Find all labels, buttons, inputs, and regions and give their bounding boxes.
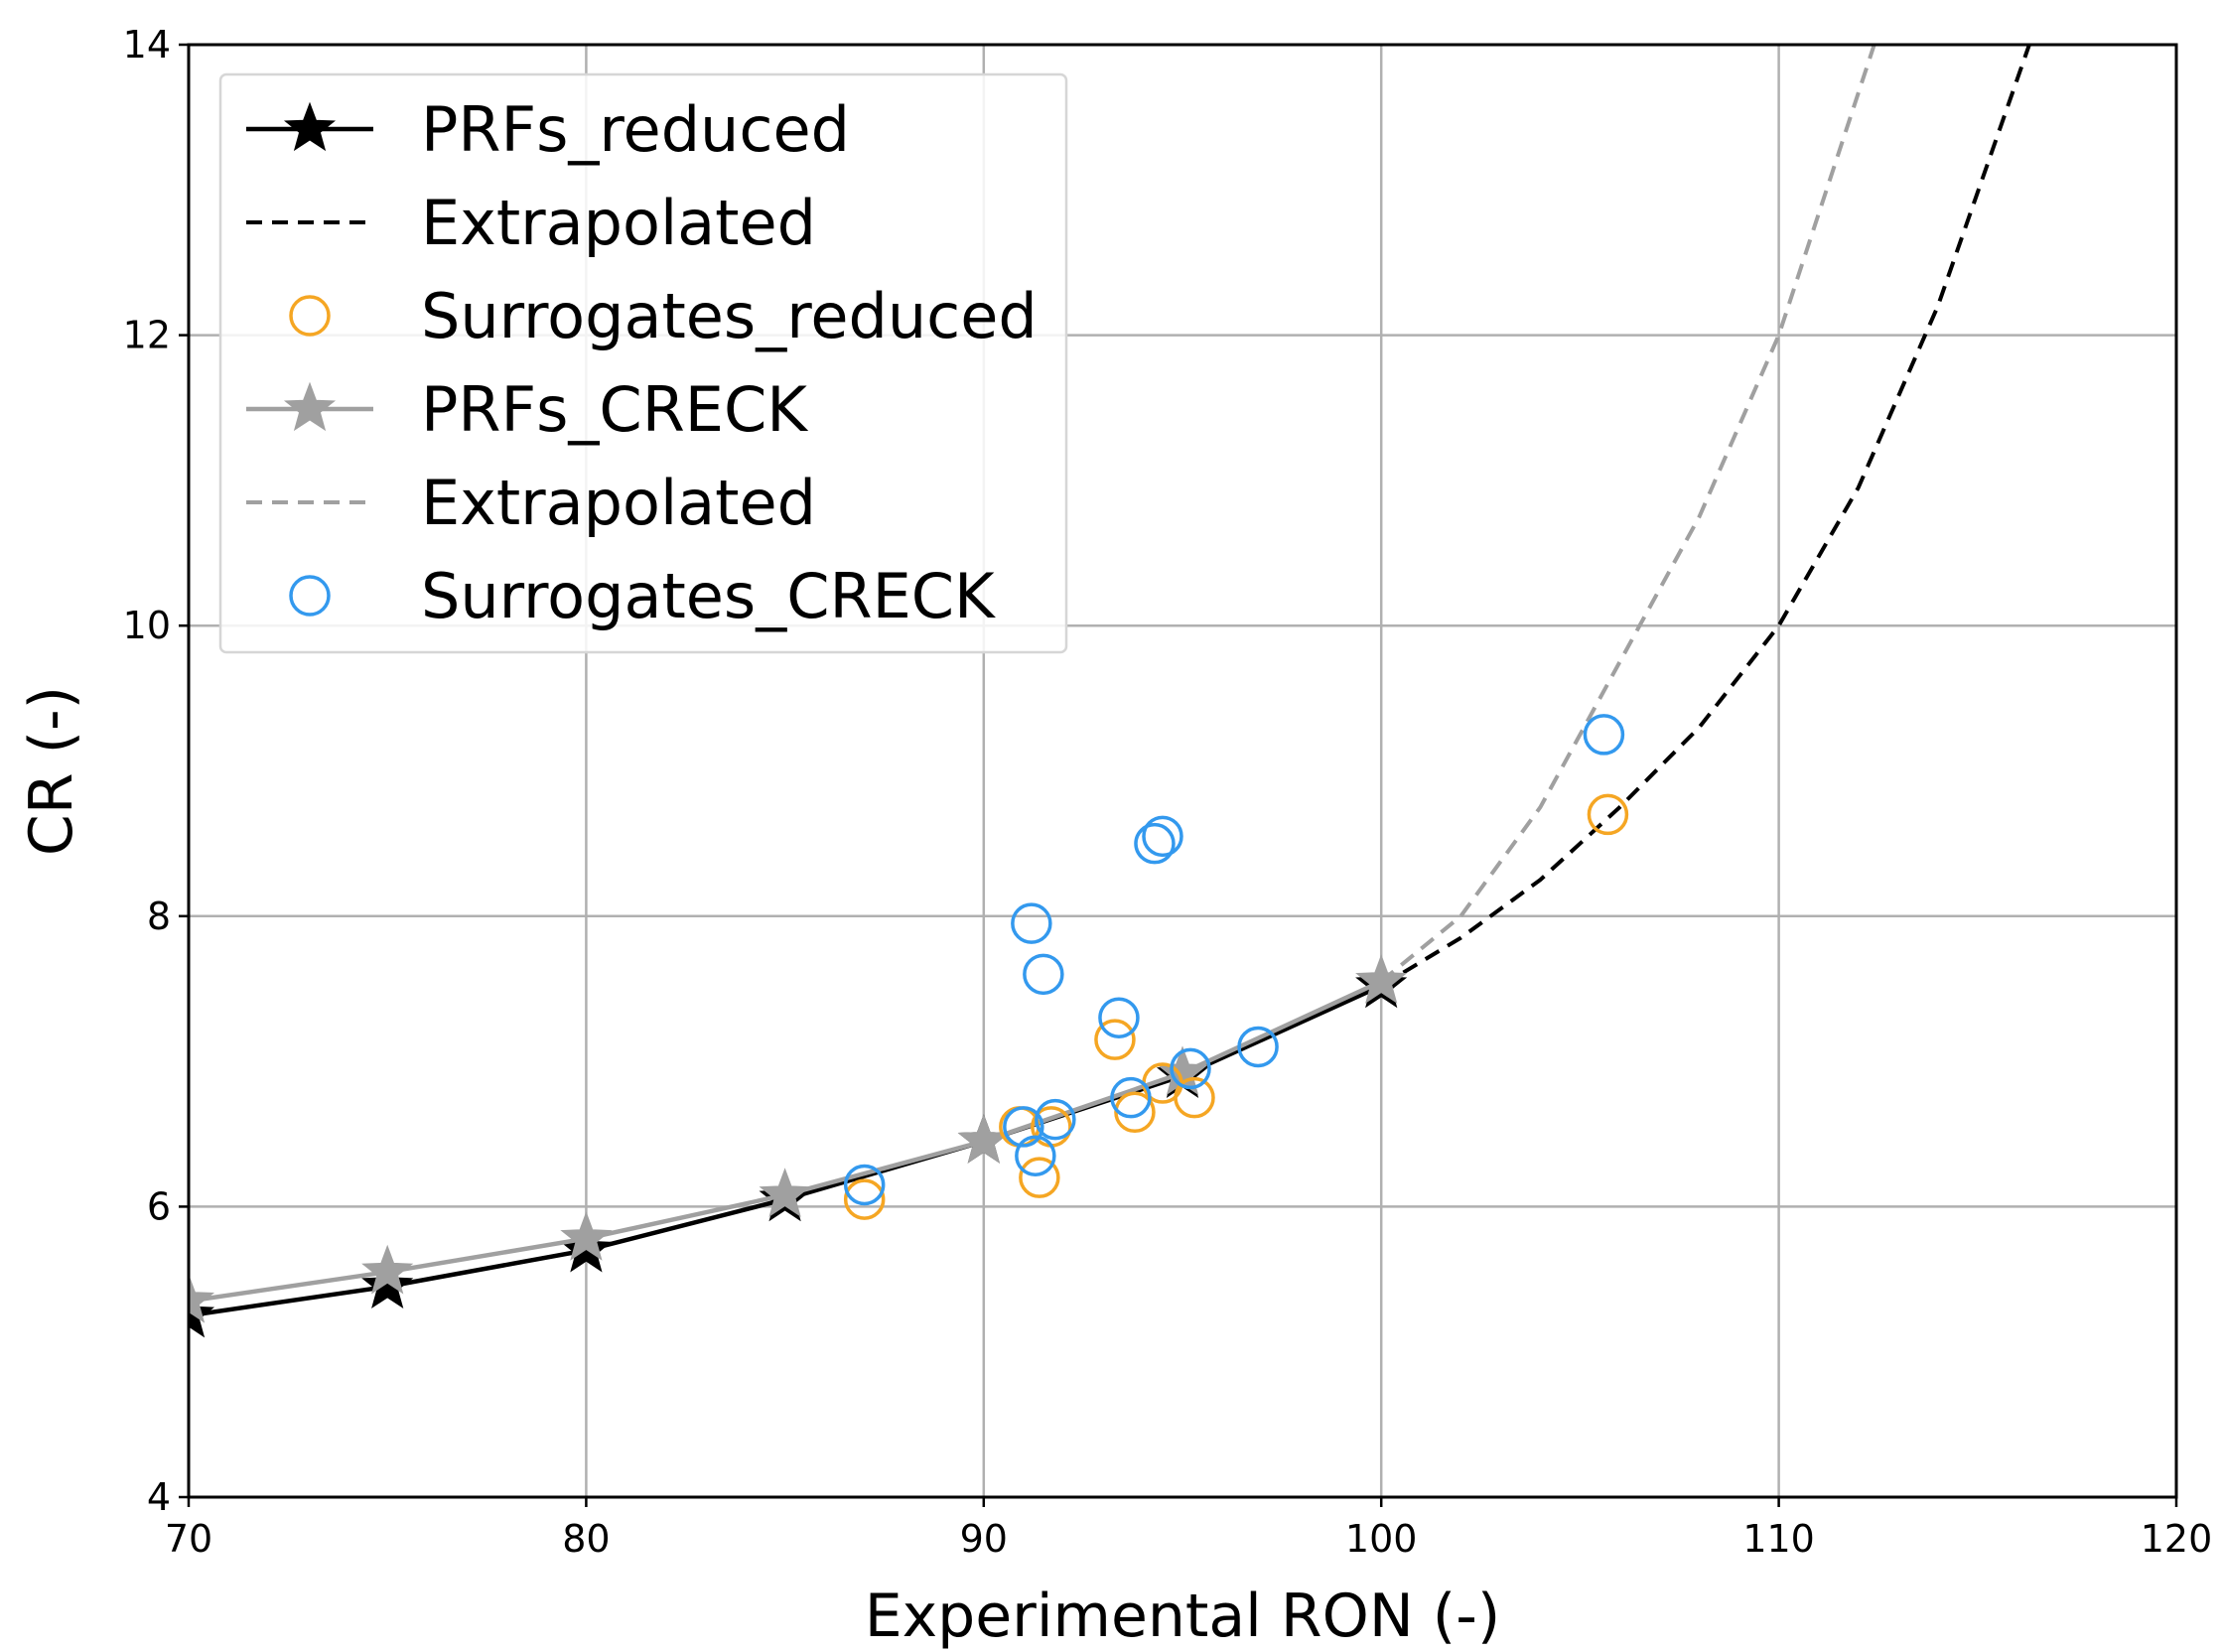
star-marker (1355, 954, 1408, 1004)
legend-item-surrogates-creck-5: Surrogates_CRECK (289, 560, 996, 632)
x-tick-label: 90 (960, 1517, 1008, 1561)
extrapolated-line (1380, 45, 2031, 988)
y-tick-label: 4 (147, 1475, 171, 1519)
circle-marker (843, 1164, 886, 1206)
circle-marker (1019, 1157, 1060, 1198)
legend-item-extrapolated-1: Extrapolated (246, 187, 816, 259)
star-marker (361, 1244, 414, 1295)
circle-marker (1114, 1091, 1156, 1134)
series-prfs-creck-3 (189, 954, 1408, 1323)
x-tick-label: 120 (2141, 1517, 2213, 1561)
legend-label: PRFs_CRECK (421, 373, 808, 446)
y-tick-label: 12 (123, 314, 171, 357)
legend-box (218, 72, 1068, 654)
circle-marker (1237, 1026, 1279, 1068)
x-tick-label: 80 (562, 1517, 610, 1561)
circle-marker (1110, 1076, 1152, 1119)
plot-frame (187, 43, 2178, 1499)
legend-label: Extrapolated (421, 187, 816, 259)
legend-label: PRFs_reduced (421, 93, 850, 166)
legend-label: Extrapolated (421, 467, 816, 539)
legend-swatch-circle (289, 295, 331, 337)
circle-marker (1587, 793, 1629, 836)
y-tick-label: 8 (147, 895, 171, 938)
circle-marker (1170, 1047, 1211, 1090)
star-marker (759, 1168, 811, 1217)
circle-marker (1142, 815, 1183, 858)
legend: PRFs_reduced Extrapolated Surrogates_reduc… (218, 72, 1068, 654)
x-tick-label: 110 (1742, 1517, 1815, 1561)
axis-ticks: 70 80 90 100 110 120 4 6 8 10 12 14 (123, 23, 2213, 1561)
circle-marker (843, 1178, 886, 1220)
circle-marker (1094, 1019, 1136, 1060)
star-marker (189, 1274, 215, 1323)
legend-swatch-star (283, 381, 337, 432)
y-tick-label: 14 (123, 23, 171, 67)
legend-item-prfs-reduced-0: PRFs_reduced (246, 93, 850, 166)
star-marker (560, 1211, 613, 1261)
y-tick-label: 10 (123, 604, 171, 647)
legend-label: Surrogates_reduced (421, 280, 1038, 352)
series-extrapolated-1 (1380, 45, 2031, 988)
circle-marker (1011, 902, 1052, 944)
legend-swatch-circle (289, 575, 331, 617)
y-tick-label: 6 (147, 1184, 171, 1228)
circle-marker (1015, 1135, 1056, 1176)
star-marker (361, 1259, 414, 1309)
circle-marker (1174, 1076, 1215, 1119)
circle-marker (1134, 822, 1176, 865)
circle-marker (1003, 1106, 1044, 1148)
x-axis-label: Experimental RON (-) (865, 1582, 1501, 1651)
circle-marker (1098, 997, 1140, 1038)
x-tick-label: 70 (165, 1517, 212, 1561)
x-tick-label: 100 (1345, 1517, 1418, 1561)
circle-marker (1035, 1098, 1076, 1141)
legend-item-surrogates-reduced-2: Surrogates_reduced (289, 280, 1038, 352)
circle-marker (1583, 714, 1625, 756)
legend-label: Surrogates_CRECK (421, 560, 996, 632)
y-axis-label: CR (-) (17, 686, 86, 856)
legend-item-extrapolated-4: Extrapolated (246, 467, 816, 539)
circle-marker (1023, 953, 1064, 996)
legend-item-prfs-creck-3: PRFs_CRECK (246, 373, 808, 446)
plot-data (189, 45, 2031, 1338)
series-surrogates-creck-5 (843, 714, 1625, 1206)
legend-swatch-star (283, 101, 337, 152)
